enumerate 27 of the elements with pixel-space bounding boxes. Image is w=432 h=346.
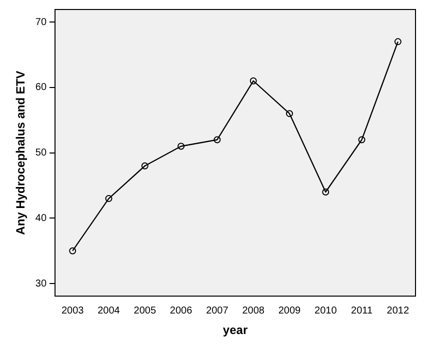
- point: [69, 247, 76, 254]
- point: [394, 38, 402, 46]
- point: [105, 195, 112, 202]
- x-tick-label: 2006: [170, 305, 193, 316]
- point: [141, 162, 148, 170]
- point: [286, 110, 293, 118]
- x-tick-label: 2009: [278, 305, 302, 316]
- y-tick-label: 40: [35, 212, 47, 224]
- x-tick-label: 2005: [134, 305, 156, 316]
- y-tick-label: 50: [35, 148, 47, 159]
- point: [358, 136, 366, 144]
- x-tick-label: 2007: [206, 305, 229, 316]
- x-axis-title: year: [222, 323, 248, 338]
- x-tick-label: 2012: [386, 305, 410, 316]
- point: [322, 188, 330, 196]
- y-tick-label: 70: [35, 16, 47, 28]
- y-tick-label: 60: [35, 82, 47, 94]
- x-tick-label: 2008: [242, 305, 265, 316]
- x-tick-label: 2004: [98, 305, 120, 316]
- y-tick-label: 30: [35, 278, 47, 290]
- x-tick-label: 2011: [351, 305, 373, 316]
- y-axis-title: Any Hydrocephalus and ETV: [14, 70, 28, 235]
- x-tick-label: 2003: [61, 305, 84, 316]
- point: [250, 77, 257, 84]
- x-tick-label: 2010: [314, 305, 338, 316]
- point: [178, 142, 185, 150]
- point: [214, 136, 221, 144]
